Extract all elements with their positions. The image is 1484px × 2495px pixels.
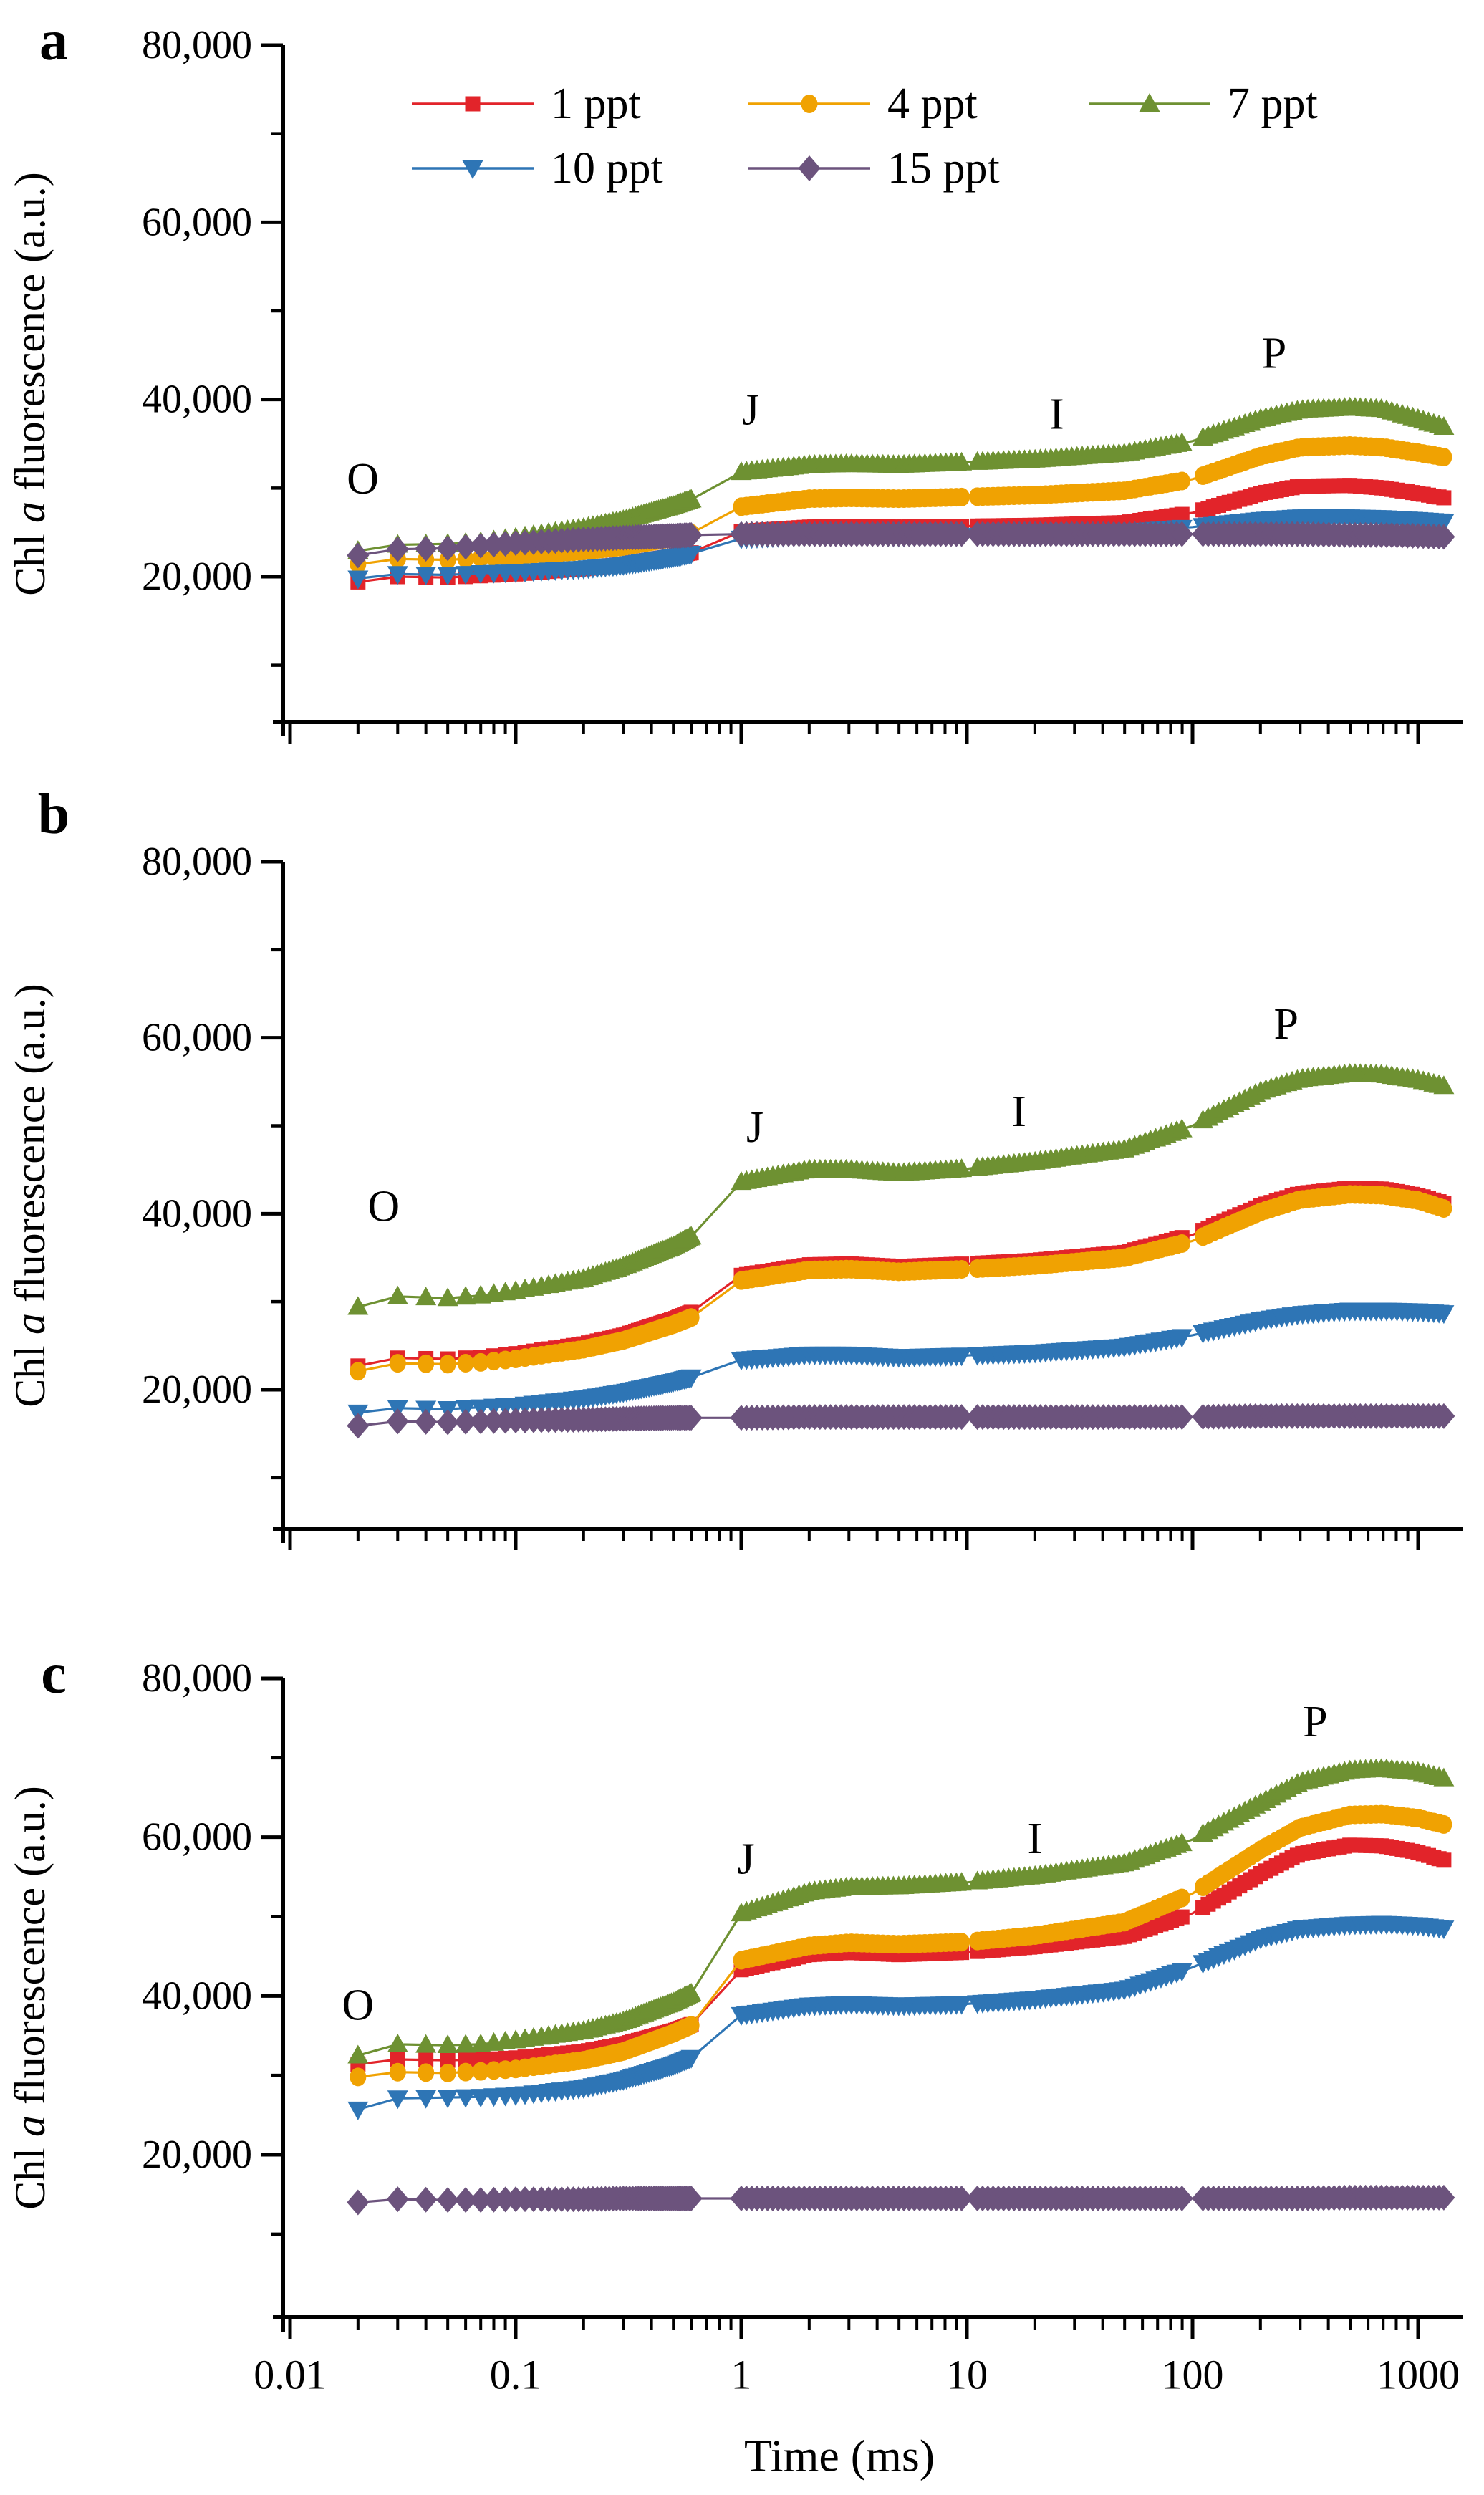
panel-letter-b: b xyxy=(38,783,70,846)
x-tick-label: 1 xyxy=(731,2352,752,2398)
legend-item-10ppt[interactable]: 10 ppt xyxy=(412,144,663,193)
y-axis-label: Chl a fluorescence (a.u.) xyxy=(6,984,54,1407)
y-tick-label: 20,000 xyxy=(142,2133,252,2177)
x-tick-label: 100 xyxy=(1162,2352,1224,2398)
y-tick-label: 60,000 xyxy=(142,1016,252,1060)
x-tick-label: 0.1 xyxy=(490,2352,542,2398)
y-tick-label: 20,000 xyxy=(142,1367,252,1412)
phase-label-J: J xyxy=(738,1835,755,1884)
legend-item-4ppt[interactable]: 4 ppt xyxy=(748,80,978,128)
x-axis-label: Time (ms) xyxy=(744,2431,935,2481)
y-tick-label: 40,000 xyxy=(142,1191,252,1236)
phase-label-O: O xyxy=(367,1183,400,1231)
legend: 1 ppt 4 ppt 7 ppt 10 ppt 15 ppt xyxy=(412,80,1318,193)
series-15ppt-panel-b xyxy=(347,1403,1455,1439)
series-4ppt-panel-c xyxy=(350,1804,1452,2087)
phase-label-P: P xyxy=(1273,1000,1298,1049)
y-tick-label: 80,000 xyxy=(142,840,252,884)
y-axis-label: Chl a fluorescence (a.u.) xyxy=(6,1786,54,2209)
phase-label-I: I xyxy=(1049,390,1064,439)
y-tick-label: 80,000 xyxy=(142,23,252,67)
panel-b: 20,000 40,000 60,000 80,000 O J I Pb Chl a fluor… xyxy=(6,783,1463,1550)
phase-label-O: O xyxy=(342,1981,374,2030)
phase-label-O: O xyxy=(347,455,379,504)
legend-item-15ppt[interactable]: 15 ppt xyxy=(748,144,1000,193)
y-tick-label: 40,000 xyxy=(142,378,252,422)
series-15ppt-panel-a xyxy=(347,521,1455,569)
panel-c: 20,000 40,000 60,000 80,000 O J I Pc Chl a fluor… xyxy=(6,1643,1463,2339)
series-7ppt-panel-b xyxy=(347,1063,1455,1315)
y-tick-label: 40,000 xyxy=(142,1974,252,2018)
phase-label-P: P xyxy=(1262,329,1286,378)
y-tick-label: 60,000 xyxy=(142,200,252,244)
x-tick-label: 0.01 xyxy=(254,2352,327,2398)
y-tick-label: 60,000 xyxy=(142,1815,252,1860)
legend-label: 1 ppt xyxy=(551,80,641,128)
x-tick-label: 1000 xyxy=(1377,2352,1460,2398)
phase-label-I: I xyxy=(1027,1814,1042,1863)
phase-label-I: I xyxy=(1011,1087,1026,1136)
y-axis-label: Chl a fluorescence (a.u.) xyxy=(6,172,54,595)
series-line xyxy=(357,1193,1445,1373)
panel-a: 20,000 40,000 60,000 80,000 O J I Pa Chl a fluor… xyxy=(6,9,1463,744)
y-tick-label: 80,000 xyxy=(142,1656,252,1701)
series-10ppt-panel-b xyxy=(347,1302,1455,1423)
series-15ppt-panel-c xyxy=(347,2184,1455,2216)
legend-label: 7 ppt xyxy=(1228,80,1318,128)
phase-label-J: J xyxy=(742,386,759,435)
series-4ppt-panel-b xyxy=(350,1185,1452,1381)
series-10ppt-panel-c xyxy=(347,1915,1455,2120)
legend-item-1ppt[interactable]: 1 ppt xyxy=(412,80,641,128)
phase-label-J: J xyxy=(746,1103,763,1152)
panel-letter-c: c xyxy=(41,1643,67,1706)
legend-item-7ppt[interactable]: 7 ppt xyxy=(1089,80,1318,128)
panel-letter-a: a xyxy=(39,9,68,72)
series-7ppt-panel-c xyxy=(347,1758,1455,2064)
x-tick-label: 10 xyxy=(946,2352,988,2398)
legend-label: 4 ppt xyxy=(887,80,978,128)
legend-label: 10 ppt xyxy=(551,144,663,193)
y-tick-label: 20,000 xyxy=(142,554,252,599)
phase-label-P: P xyxy=(1303,1698,1327,1746)
series-line xyxy=(357,1767,1445,2057)
legend-label: 15 ppt xyxy=(887,144,1000,193)
